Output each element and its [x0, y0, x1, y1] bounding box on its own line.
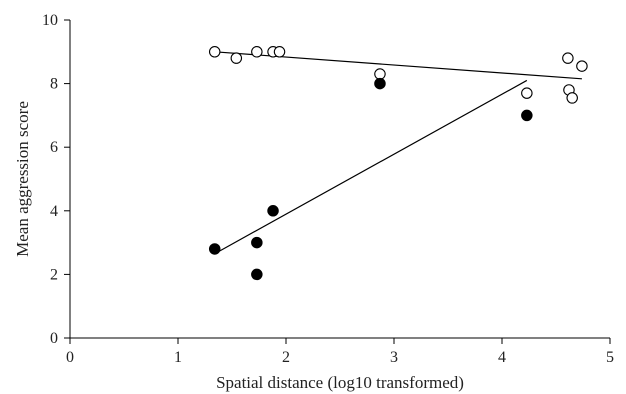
open-data-point: [251, 46, 263, 58]
filled-data-point: [251, 268, 263, 281]
y-tick-label: 2: [50, 266, 58, 283]
x-tick-label: 4: [498, 349, 506, 366]
data-points: [208, 46, 588, 281]
open-data-point: [562, 52, 574, 64]
y-tick-label: 8: [50, 76, 58, 93]
x-tick-label: 2: [282, 349, 290, 366]
y-tick-label: 0: [50, 330, 58, 347]
ticks: 0 1 2 3 4 5 0 2 4 6 8 10: [42, 12, 614, 366]
trendline-series-2: [214, 79, 528, 255]
open-data-point: [208, 46, 221, 58]
x-axis-title: Spatial distance (log10 transformed): [216, 373, 464, 392]
x-tick-label: 5: [606, 349, 614, 366]
open-data-point: [273, 46, 286, 58]
x-tick-label: 1: [174, 349, 182, 366]
filled-data-point: [208, 243, 221, 255]
filled-data-point: [374, 77, 386, 90]
filled-data-point: [251, 236, 263, 249]
y-tick-label: 10: [42, 12, 58, 29]
filled-data-point: [267, 205, 279, 217]
y-tick-label: 4: [50, 203, 58, 220]
open-data-point: [521, 87, 533, 99]
open-data-point: [230, 52, 243, 64]
y-axis-title: Mean aggression score: [13, 101, 32, 257]
filled-data-point: [521, 109, 533, 122]
open-data-point: [374, 68, 386, 80]
x-tick-label: 0: [66, 349, 74, 366]
trendlines: [214, 51, 582, 255]
axes: [69, 20, 610, 339]
x-tick-label: 3: [390, 349, 398, 366]
y-tick-label: 6: [50, 139, 58, 156]
open-data-point: [566, 92, 578, 104]
open-data-point: [576, 60, 588, 72]
